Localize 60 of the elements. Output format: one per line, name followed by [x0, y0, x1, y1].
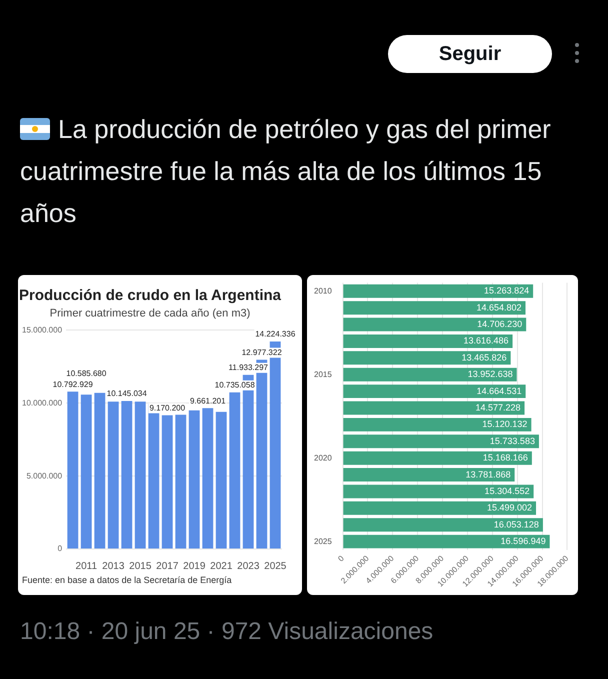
text: La producción de petróleo y gas del primer cuatrimestre fue la más alta de los últimos 15 años: [20, 113, 552, 230]
data-label: 16.053.128: [494, 519, 539, 530]
chart-subtitle: Primer cuatrimestre de cada año (en m3): [50, 308, 250, 320]
y-tick-label: 2020: [314, 453, 332, 462]
data-label: 9.170.200: [149, 403, 186, 412]
y-tick-label: 10.000.000: [22, 398, 63, 408]
bar: [175, 414, 186, 548]
bar: [121, 401, 132, 548]
x-tick-label: 2021: [210, 560, 233, 572]
data-label: 13.465.826: [462, 352, 507, 362]
data-label: 15.304.552: [484, 486, 530, 496]
x-tick-label: 2013: [102, 560, 125, 572]
data-label: 16.596.949: [500, 536, 546, 546]
x-tick-label: 2015: [129, 560, 152, 572]
bar: [94, 392, 106, 548]
data-label: 10.585.680: [66, 368, 107, 378]
y-tick-label: 15.000.000: [22, 325, 63, 334]
data-label: 15.263.824: [484, 286, 530, 296]
data-label: 9.661.201: [190, 396, 226, 406]
data-label: 10.735.058: [214, 380, 256, 390]
bar: [80, 394, 92, 548]
x-tick-label: 2023: [237, 560, 260, 572]
x-tick-label: 2019: [183, 560, 206, 572]
x-tick-label: 2017: [156, 560, 179, 572]
bar: [202, 408, 214, 548]
data-label: 10.145.034: [106, 389, 148, 398]
y-tick-label: 2015: [314, 370, 332, 379]
data-label: 15.120.132: [482, 419, 528, 430]
y-tick-label: 2025: [314, 536, 332, 546]
x-tick-label: 0: [336, 554, 346, 564]
data-label: 14.664.531: [476, 386, 522, 396]
data-label: 13.616.486: [464, 336, 509, 346]
data-label: 14.706.230: [477, 319, 522, 330]
y-tick-label: 2010: [314, 286, 332, 296]
data-label: 15.733.583: [490, 436, 535, 446]
data-label: 11.933.297: [228, 363, 269, 372]
text: 10:18 · 20 jun 25 · 972 Visualizaciones: [20, 618, 434, 646]
bar: [67, 392, 78, 548]
bar: [108, 402, 119, 548]
data-label: 15.499.002: [486, 502, 532, 513]
chart-title: Producción de crudo en la Argentina: [19, 287, 282, 304]
x-tick-label: 2025: [264, 560, 287, 572]
text: Seguir: [388, 35, 552, 73]
bar: [216, 412, 227, 548]
source-note: Fuente: en base a datos de la Secretaría de Energía: [21, 575, 233, 585]
x-tick-label: 2011: [76, 560, 98, 572]
data-label: 14.577.228: [475, 402, 521, 412]
y-tick-label: 5.000.000: [26, 471, 63, 480]
bar: [229, 392, 240, 548]
data-label: 10.792.929: [52, 380, 94, 389]
data-label: 12.977.322: [242, 348, 282, 357]
bar: [162, 415, 173, 548]
bar: [188, 410, 200, 548]
data-label: 14.224.336: [255, 330, 296, 339]
data-label: 13.952.638: [468, 369, 513, 380]
data-label: 15.168.166: [482, 452, 528, 463]
data-label: 14.654.802: [476, 302, 522, 312]
y-tick-label: 0: [58, 544, 63, 554]
bar: [134, 402, 146, 548]
data-label: 13.781.868: [466, 469, 511, 480]
